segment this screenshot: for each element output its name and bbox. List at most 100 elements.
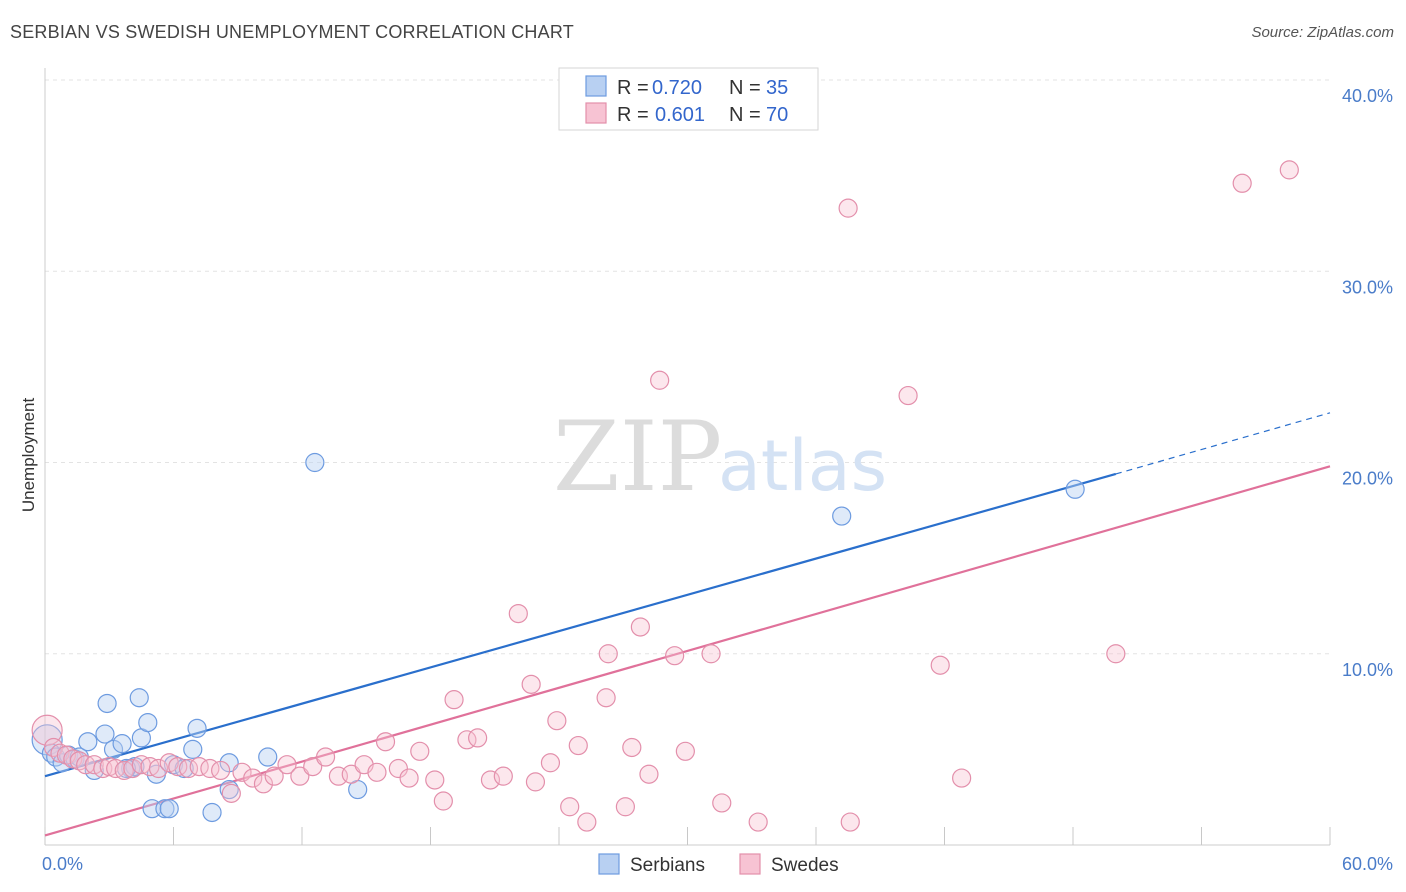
point-serbians [129, 688, 149, 708]
chart-title: SERBIAN VS SWEDISH UNEMPLOYMENT CORRELAT… [10, 22, 574, 42]
tick-labels: 10.0% 20.0% 30.0% 40.0% 0.0% 60.0% [42, 86, 1393, 874]
source-label: Source: ZipAtlas.com [1251, 24, 1394, 41]
point-swedes [838, 198, 858, 218]
legend-row-serbians: R = 0.720 N = 35 [585, 75, 788, 99]
point-swedes [232, 762, 252, 782]
point-swedes [596, 688, 616, 708]
point-swedes [399, 768, 419, 788]
point-swedes [264, 766, 284, 786]
point-swedes [840, 812, 860, 832]
legend-r-label-swedes: R = [617, 104, 649, 126]
trend-extension-serbians [1115, 412, 1331, 475]
legend-r-label-serbians: R = [617, 77, 649, 99]
legend-row-swedes: R = 0.601 N = 70 [585, 102, 788, 126]
point-swedes [148, 758, 169, 779]
point-swedes [243, 768, 263, 788]
watermark-zip: ZIP [553, 401, 722, 513]
bottom-legend-label-serbians: Serbians [630, 855, 705, 876]
bottom-legend-swatch-serbians [598, 853, 620, 875]
point-swedes [211, 760, 231, 781]
point-swedes [444, 690, 464, 710]
point-swedes [639, 764, 659, 784]
point-swedes [540, 753, 561, 773]
legend-n-value-serbians: 35 [766, 77, 788, 99]
point-swedes [388, 758, 408, 779]
bottom-legend-swatch-swedes [739, 853, 761, 875]
x-tick-label: 0.0% [42, 854, 83, 874]
point-serbians [159, 799, 179, 819]
point-serbians [305, 452, 325, 473]
trend-lines [44, 412, 1331, 837]
point-serbians [183, 739, 203, 759]
y-tick-label: 30.0% [1342, 277, 1393, 297]
y-tick-label: 20.0% [1342, 469, 1393, 489]
point-swedes [577, 812, 597, 832]
legend-n-label-serbians: N = [729, 77, 761, 99]
bottom-legend: Serbians Swedes [598, 853, 839, 876]
point-swedes [253, 774, 274, 794]
point-swedes [701, 644, 721, 664]
point-swedes [615, 797, 635, 817]
point-swedes [341, 764, 361, 784]
point-swedes [675, 741, 695, 761]
point-swedes [277, 755, 297, 775]
x-tick-label: 60.0% [1342, 854, 1393, 874]
point-swedes [303, 756, 323, 777]
point-serbians [1065, 479, 1085, 499]
point-serbians [112, 734, 132, 754]
point-swedes [665, 646, 685, 666]
point-swedes [425, 770, 445, 790]
point-swedes [630, 617, 650, 637]
point-serbians [832, 506, 852, 526]
point-swedes [315, 747, 336, 767]
legend-r-value-serbians: 0.720 [652, 77, 702, 99]
point-swedes [952, 768, 972, 788]
grid-lines [45, 79, 1330, 655]
point-serbians [138, 712, 158, 733]
point-swedes [622, 737, 642, 758]
y-tick-label: 10.0% [1342, 660, 1393, 680]
point-swedes [598, 644, 618, 664]
point-swedes [508, 603, 528, 624]
point-swedes [375, 732, 396, 752]
legend: R = 0.720 N = 35 R = 0.601 N = 70 [558, 67, 819, 131]
point-swedes [547, 711, 567, 731]
point-swedes [898, 385, 918, 406]
point-swedes [712, 793, 732, 813]
point-swedes [521, 674, 541, 694]
point-swedes [290, 766, 310, 786]
trend-line-swedes [44, 465, 1331, 837]
point-swedes [31, 714, 63, 746]
legend-r-value-swedes: 0.601 [655, 104, 705, 126]
point-serbians [97, 693, 117, 714]
point-swedes [650, 370, 670, 390]
point-swedes [480, 770, 501, 790]
data-points [31, 160, 1299, 832]
point-swedes [525, 772, 546, 792]
point-swedes [468, 728, 488, 748]
point-swedes [221, 783, 241, 803]
point-swedes [433, 791, 453, 811]
point-serbians [95, 724, 115, 744]
point-swedes [748, 812, 768, 832]
point-serbians [202, 802, 222, 823]
point-serbians [258, 747, 278, 767]
legend-swatch-swedes [585, 102, 607, 124]
point-swedes [560, 797, 580, 817]
point-swedes [367, 762, 387, 782]
point-swedes [493, 766, 513, 786]
point-swedes [1106, 644, 1126, 664]
y-axis-label: Unemployment [19, 398, 38, 513]
trend-line-serbians [44, 472, 1117, 778]
point-serbians [78, 732, 98, 752]
watermark-atlas: atlas [718, 425, 887, 507]
point-swedes [410, 741, 430, 761]
point-swedes [930, 655, 950, 675]
point-swedes [1279, 160, 1299, 180]
y-tick-label: 40.0% [1342, 86, 1393, 106]
point-serbians [155, 799, 175, 819]
legend-swatch-serbians [585, 75, 607, 97]
point-swedes [568, 735, 588, 756]
point-swedes [1232, 173, 1252, 193]
